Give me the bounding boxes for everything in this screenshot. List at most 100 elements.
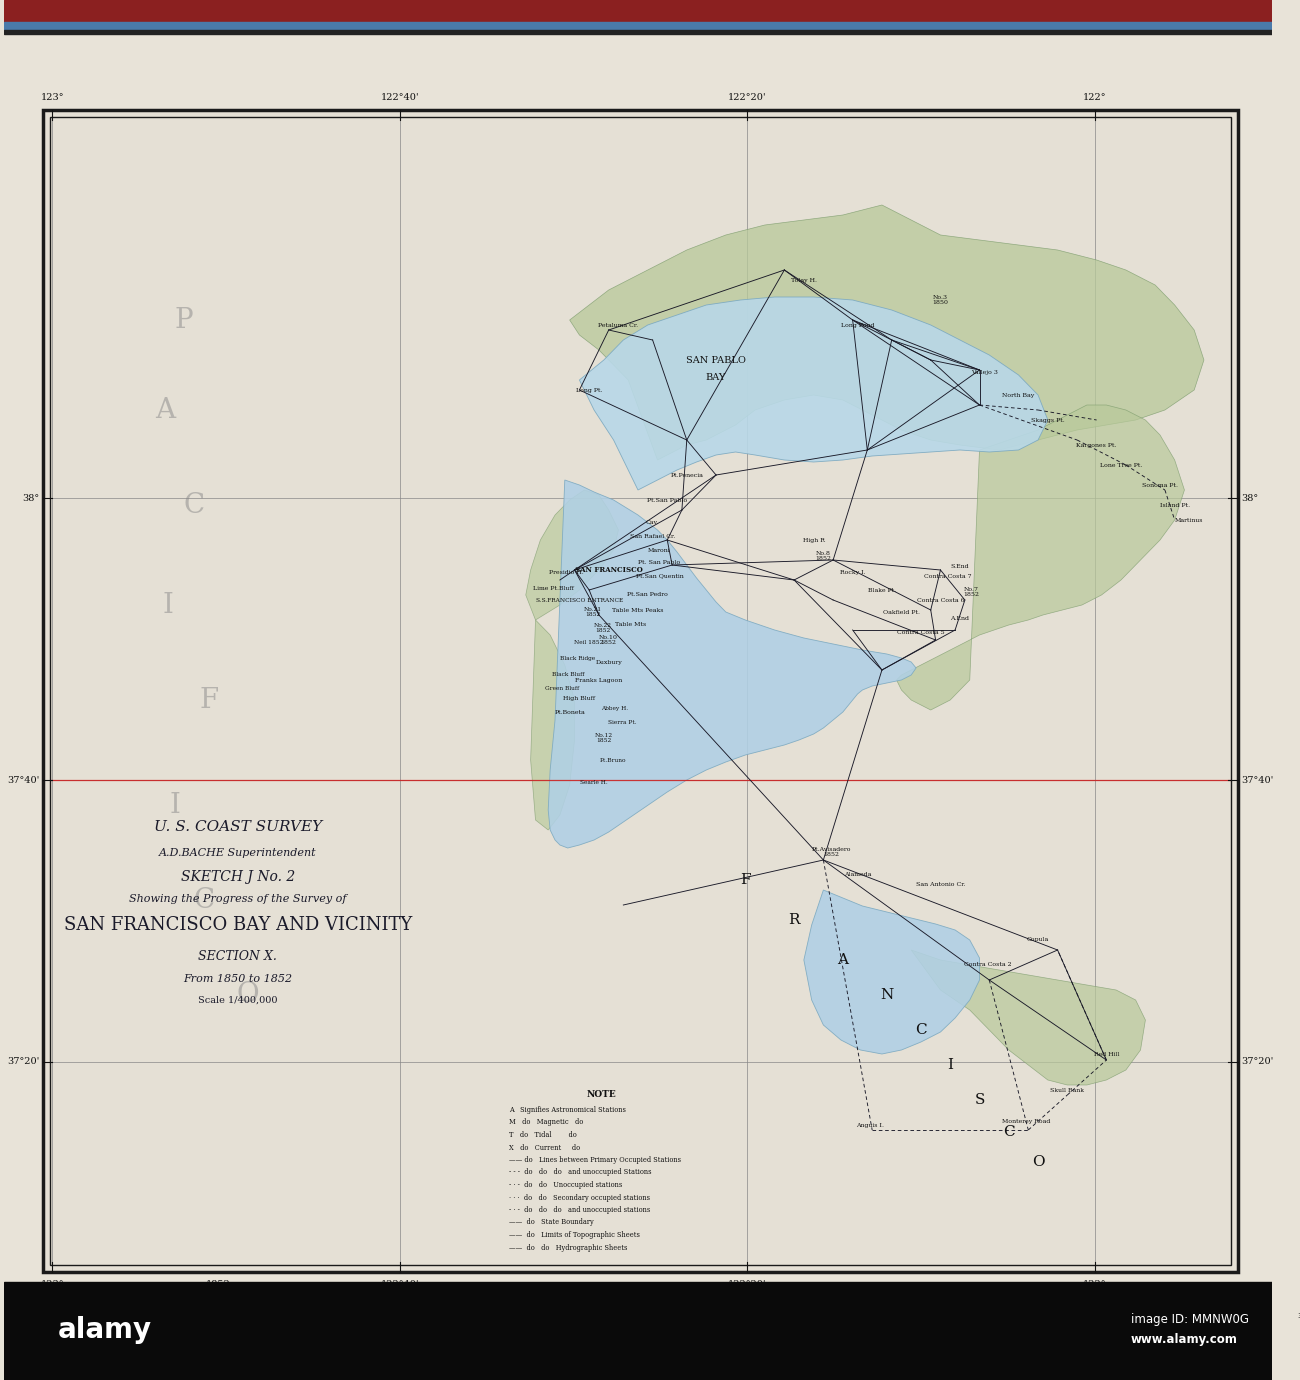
Text: Red Hill: Red Hill xyxy=(1093,1053,1119,1057)
Text: Scale 1/400,000: Scale 1/400,000 xyxy=(198,996,278,1005)
Text: -1: -1 xyxy=(537,1312,543,1319)
Text: Green Bluff: Green Bluff xyxy=(545,686,578,690)
Text: NOTE: NOTE xyxy=(588,1090,616,1098)
Text: Sonoma Pt.: Sonoma Pt. xyxy=(1141,483,1178,487)
Polygon shape xyxy=(803,890,979,1054)
Bar xyxy=(4,22,1273,30)
Text: 122°20': 122°20' xyxy=(728,1281,767,1289)
Text: Tolay H.: Tolay H. xyxy=(790,277,816,283)
Text: Vallejo 3: Vallejo 3 xyxy=(971,370,998,374)
Text: Island Pt.: Island Pt. xyxy=(1160,502,1190,508)
Text: Pt.Avisadero
1852: Pt.Avisadero 1852 xyxy=(811,846,852,857)
Text: 10: 10 xyxy=(789,1312,798,1319)
Text: Contra Costa 5: Contra Costa 5 xyxy=(897,629,945,635)
Text: R: R xyxy=(788,914,800,927)
Bar xyxy=(1175,1299,1300,1310)
Text: Pt. San Pablo: Pt. San Pablo xyxy=(638,559,681,564)
Text: I: I xyxy=(948,1058,953,1072)
Text: Alameda: Alameda xyxy=(844,872,871,878)
Text: Copula: Copula xyxy=(1027,937,1049,943)
Text: Sierra Pt.: Sierra Pt. xyxy=(608,719,637,724)
Text: Statute Miles: Statute Miles xyxy=(698,1283,774,1294)
Text: - · -  do   do   do   and unoccupied stations: - · - do do do and unoccupied stations xyxy=(510,1206,650,1214)
Bar xyxy=(43,110,1238,1272)
Text: SAN FRANCISCO: SAN FRANCISCO xyxy=(575,566,642,574)
Text: A.D.BACHE Superintendent: A.D.BACHE Superintendent xyxy=(159,847,317,858)
Text: 122°: 122° xyxy=(1083,92,1106,102)
Text: Monterey Road: Monterey Road xyxy=(1002,1119,1050,1125)
Text: Long Pt.: Long Pt. xyxy=(576,388,602,392)
Text: —— do   Lines between Primary Occupied Stations: —— do Lines between Primary Occupied Sta… xyxy=(510,1156,681,1163)
Text: image ID: MMNW0G: image ID: MMNW0G xyxy=(1131,1314,1249,1326)
Text: Pt.San Pedro: Pt.San Pedro xyxy=(628,592,668,596)
Text: 0: 0 xyxy=(558,1312,562,1319)
Text: Table Mts: Table Mts xyxy=(615,621,646,627)
Text: Presidio H.: Presidio H. xyxy=(550,570,584,574)
Text: SECTION X.: SECTION X. xyxy=(199,949,277,963)
Bar xyxy=(1048,1299,1175,1310)
Text: 122°: 122° xyxy=(1083,1281,1106,1289)
Polygon shape xyxy=(569,206,1204,460)
Text: Contra Costa 6: Contra Costa 6 xyxy=(916,598,965,603)
Text: C: C xyxy=(1004,1125,1014,1138)
Text: Neil 1852: Neil 1852 xyxy=(575,639,604,644)
Text: 15: 15 xyxy=(916,1312,926,1319)
Text: X   do   Current     do: X do Current do xyxy=(510,1144,580,1151)
Text: North Bay: North Bay xyxy=(1002,392,1035,397)
Text: Skull Bank: Skull Bank xyxy=(1050,1087,1084,1093)
Text: Maroni: Maroni xyxy=(649,548,671,552)
Text: Skaggs Pt.: Skaggs Pt. xyxy=(1031,418,1065,422)
Text: SKETCH J No. 2: SKETCH J No. 2 xyxy=(181,869,295,885)
Bar xyxy=(49,117,1231,1265)
Text: Searle H.: Searle H. xyxy=(580,780,608,784)
Text: Martinus: Martinus xyxy=(1175,518,1204,523)
Text: A: A xyxy=(155,396,174,424)
Text: From 1850 to 1852: From 1850 to 1852 xyxy=(183,974,292,984)
Text: P: P xyxy=(176,306,194,334)
Text: S: S xyxy=(974,1093,984,1107)
Text: I: I xyxy=(169,792,179,818)
Text: Pt.Penecia: Pt.Penecia xyxy=(671,472,703,477)
Text: Cav.: Cav. xyxy=(646,519,659,524)
Text: 123°: 123° xyxy=(40,92,64,102)
Text: Pt.San Quentin: Pt.San Quentin xyxy=(636,574,684,578)
Text: Petaluma Cr.: Petaluma Cr. xyxy=(598,323,638,327)
Polygon shape xyxy=(549,480,916,847)
Text: 37°20': 37°20' xyxy=(8,1057,40,1067)
Text: BAY: BAY xyxy=(706,373,727,381)
Text: alamy: alamy xyxy=(57,1317,152,1344)
Text: Showing the Progress of the Survey of: Showing the Progress of the Survey of xyxy=(129,894,347,904)
Text: Blake Pt.: Blake Pt. xyxy=(868,588,896,592)
Text: No.22
1852: No.22 1852 xyxy=(594,622,612,633)
Text: Kargones Pt.: Kargones Pt. xyxy=(1076,443,1117,447)
Text: 122°20': 122°20' xyxy=(728,92,767,102)
Text: · · ·  do   do   Secondary occupied stations: · · · do do Secondary occupied stations xyxy=(510,1194,650,1202)
Text: 122°40': 122°40' xyxy=(381,1281,419,1289)
Text: - · -  do   do   Unoccupied stations: - · - do do Unoccupied stations xyxy=(510,1181,623,1190)
Text: C: C xyxy=(194,886,214,914)
Bar xyxy=(920,1299,1048,1310)
Text: No.7
1852: No.7 1852 xyxy=(963,586,980,598)
Text: M   do   Magnetic   do: M do Magnetic do xyxy=(510,1119,584,1126)
Text: ——  do   do   Hydrographic Sheets: —— do do Hydrographic Sheets xyxy=(510,1243,628,1252)
Text: High R: High R xyxy=(802,537,824,542)
Text: S.End: S.End xyxy=(950,563,970,569)
Text: T   do   Tidal        do: T do Tidal do xyxy=(510,1132,577,1138)
Text: C: C xyxy=(183,491,204,519)
Text: San Antonio Cr.: San Antonio Cr. xyxy=(915,882,965,887)
Text: No.10
1852: No.10 1852 xyxy=(599,635,619,646)
Polygon shape xyxy=(897,404,1184,709)
Text: F: F xyxy=(740,874,750,887)
Text: Table Mts Peaks: Table Mts Peaks xyxy=(612,607,664,613)
Text: 38°: 38° xyxy=(22,494,40,502)
Bar xyxy=(716,1299,794,1310)
Text: -3: -3 xyxy=(498,1312,504,1319)
Polygon shape xyxy=(911,949,1145,1085)
Text: Lone Tree Pt.: Lone Tree Pt. xyxy=(1100,462,1143,468)
Text: ——  do   State Boundary: —— do State Boundary xyxy=(510,1219,594,1227)
Text: 25: 25 xyxy=(1170,1312,1179,1319)
Bar xyxy=(4,1282,1273,1380)
Text: Rocky I.: Rocky I. xyxy=(840,570,866,574)
Text: www.alamy.com: www.alamy.com xyxy=(1131,1333,1238,1347)
Text: Anguis I.: Anguis I. xyxy=(857,1122,884,1127)
